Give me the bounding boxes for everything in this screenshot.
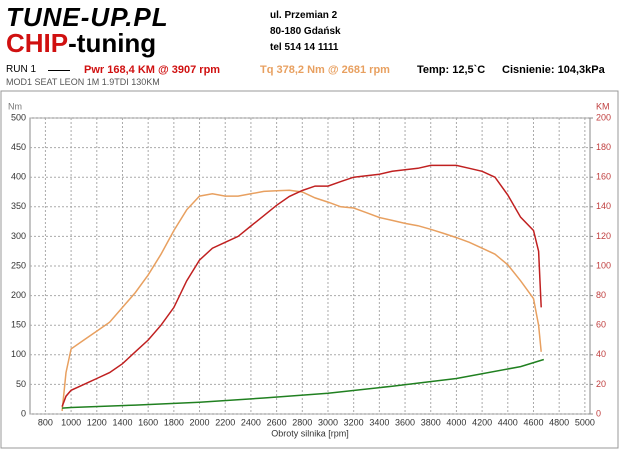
y-tick-label: 100 bbox=[11, 349, 26, 359]
y2-tick-label: 160 bbox=[596, 172, 611, 182]
torque-info: Tq 378,2 Nm @ 2681 rpm bbox=[260, 64, 390, 76]
y2-tick-label: 100 bbox=[596, 260, 611, 270]
y-tick-label: 250 bbox=[11, 260, 26, 270]
y2-tick-label: 200 bbox=[596, 112, 611, 122]
x-tick-label: 3400 bbox=[369, 417, 389, 427]
y2-axis-label: KM bbox=[596, 101, 610, 111]
series-line bbox=[61, 164, 542, 407]
address: ul. Przemian 2 80-180 Gdańsk tel 514 14 … bbox=[270, 8, 341, 56]
x-tick-label: 2800 bbox=[292, 417, 312, 427]
address-line: 80-180 Gdańsk bbox=[270, 26, 341, 37]
x-tick-label: 4600 bbox=[523, 417, 543, 427]
temp-info: Temp: 12,5`C bbox=[417, 64, 486, 76]
chart-frame bbox=[0, 90, 619, 449]
y2-tick-label: 140 bbox=[596, 201, 611, 211]
y2-tick-label: 40 bbox=[596, 349, 606, 359]
x-tick-label: 2200 bbox=[215, 417, 235, 427]
x-tick-label: 3800 bbox=[421, 417, 441, 427]
x-tick-label: 2400 bbox=[241, 417, 261, 427]
y2-tick-label: 180 bbox=[596, 142, 611, 152]
x-tick-label: 3600 bbox=[395, 417, 415, 427]
y-tick-label: 500 bbox=[11, 112, 26, 122]
x-tick-label: 1200 bbox=[87, 417, 107, 427]
subtitle: MOD1 SEAT LEON 1M 1.9TDI 130KM bbox=[6, 77, 160, 87]
x-tick-label: 1400 bbox=[112, 417, 132, 427]
pressure-info: Cisnienie: 104,3kPa bbox=[502, 64, 605, 76]
run-line bbox=[48, 70, 70, 71]
logo-black: -tuning bbox=[68, 28, 157, 58]
logo-bottom: CHIP-tuning bbox=[6, 28, 156, 59]
logo-red: CHIP bbox=[6, 28, 69, 58]
y2-tick-label: 20 bbox=[596, 379, 606, 389]
x-tick-label: 1000 bbox=[61, 417, 81, 427]
x-tick-label: 4000 bbox=[446, 417, 466, 427]
x-tick-label: 4400 bbox=[498, 417, 518, 427]
x-tick-label: 3200 bbox=[344, 417, 364, 427]
run: RUN 1 bbox=[6, 64, 37, 75]
x-tick-label: 1600 bbox=[138, 417, 158, 427]
y-tick-label: 200 bbox=[11, 290, 26, 300]
y-axis-label: Nm bbox=[8, 101, 22, 111]
y-tick-label: 400 bbox=[11, 172, 26, 182]
address-line: tel 514 14 1111 bbox=[270, 42, 339, 53]
x-tick-label: 4800 bbox=[549, 417, 569, 427]
x-tick-label: 2000 bbox=[190, 417, 210, 427]
x-tick-label: 2600 bbox=[267, 417, 287, 427]
series-line bbox=[62, 358, 545, 409]
y-tick-label: 0 bbox=[21, 408, 26, 418]
x-tick-label: 1800 bbox=[164, 417, 184, 427]
y2-tick-label: 80 bbox=[596, 290, 606, 300]
x-tick-label: 5000 bbox=[575, 417, 595, 427]
logo-top: TUNE-UP.PL bbox=[6, 2, 169, 32]
y-tick-label: 150 bbox=[11, 320, 26, 330]
y-tick-label: 450 bbox=[11, 142, 26, 152]
y-tick-label: 300 bbox=[11, 231, 26, 241]
x-tick-label: 4200 bbox=[472, 417, 492, 427]
chart: 0501001502002503003504004505000204060801… bbox=[0, 90, 619, 449]
y2-tick-label: 120 bbox=[596, 231, 611, 241]
power-info: Pwr 168,4 KM @ 3907 rpm bbox=[84, 64, 221, 76]
x-tick-label: 800 bbox=[38, 417, 53, 427]
y-tick-label: 50 bbox=[16, 379, 26, 389]
address-line: ul. Przemian 2 bbox=[270, 10, 338, 21]
y2-tick-label: 60 bbox=[596, 320, 606, 330]
y2-tick-label: 0 bbox=[596, 408, 601, 418]
y-tick-label: 350 bbox=[11, 201, 26, 211]
x-tick-label: 3000 bbox=[318, 417, 338, 427]
x-axis-label: Obroty silnika [rpm] bbox=[271, 428, 349, 438]
series-line bbox=[61, 189, 542, 412]
